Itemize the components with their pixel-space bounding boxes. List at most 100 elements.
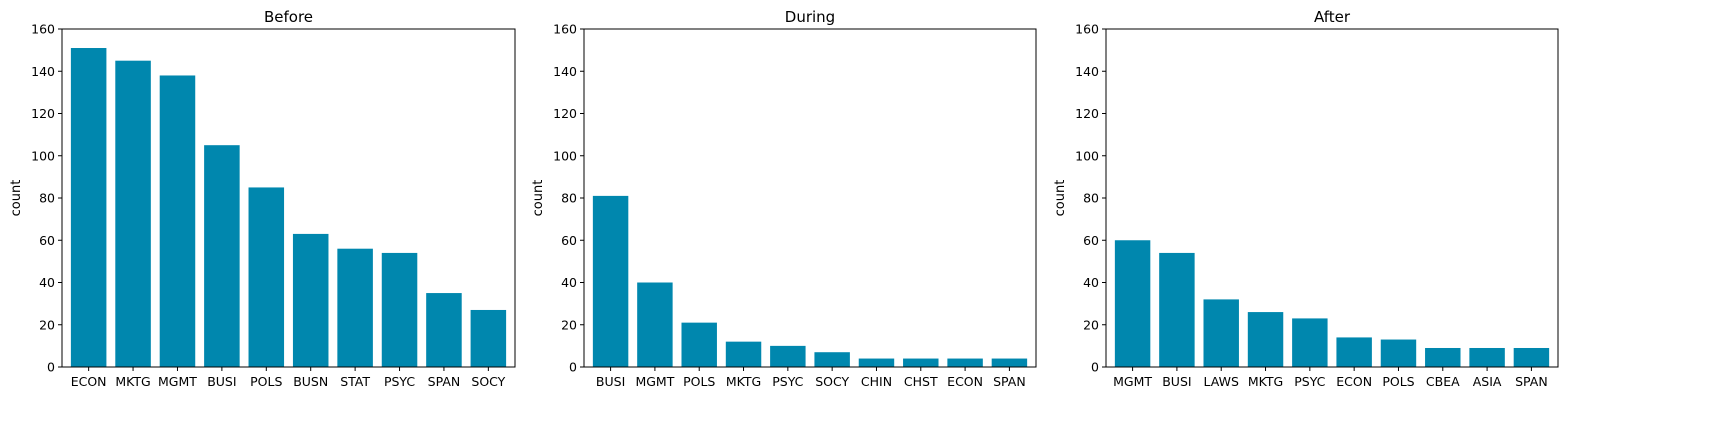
x-tick-label: ECON: [1336, 374, 1372, 389]
x-tick-label: MKTG: [1248, 374, 1283, 389]
y-tick-label: 120: [553, 106, 577, 121]
y-tick-label: 20: [39, 317, 55, 332]
x-tick-label: SPAN: [428, 374, 461, 389]
x-tick-label: POLS: [683, 374, 715, 389]
y-tick-label: 0: [47, 360, 55, 375]
x-tick-label: PSYC: [384, 374, 415, 389]
y-tick-label: 60: [39, 233, 55, 248]
x-tick-label: ECON: [71, 374, 107, 389]
bar-pols: [681, 322, 717, 367]
bar-psyc: [1292, 318, 1328, 367]
bars-group: [1114, 240, 1550, 367]
y-tick-label: 140: [31, 64, 55, 79]
bar-mktg: [1247, 312, 1284, 367]
y-tick-label: 120: [1075, 106, 1099, 121]
y-tick-label: 80: [39, 191, 55, 206]
chart-title: During: [785, 8, 835, 26]
y-tick-label: 120: [31, 106, 55, 121]
y-tick-label: 40: [561, 275, 577, 290]
x-tick-label: CBEA: [1426, 374, 1460, 389]
x-tick-label: SPAN: [1515, 374, 1548, 389]
chart-title: After: [1314, 8, 1351, 26]
x-tick-label: POLS: [250, 374, 282, 389]
x-tick-label: MGMT: [158, 374, 197, 389]
bar-socy: [814, 352, 850, 367]
y-axis-label: count: [1053, 180, 1068, 217]
bar-pols: [248, 187, 285, 367]
x-tick-label: MKTG: [726, 374, 761, 389]
bars-group: [70, 48, 507, 367]
chart-title: Before: [264, 8, 313, 26]
x-tick-label: PSYC: [772, 374, 803, 389]
x-tick-label: ASIA: [1473, 374, 1502, 389]
x-tick-label: MGMT: [635, 374, 674, 389]
x-tick-label: SOCY: [471, 374, 505, 389]
bar-chst: [903, 358, 939, 367]
y-tick-label: 100: [31, 148, 55, 163]
y-tick-label: 20: [561, 317, 577, 332]
x-tick-label: MKTG: [115, 374, 150, 389]
y-tick-label: 140: [553, 64, 577, 79]
y-tick-label: 0: [1091, 360, 1099, 375]
panel-before: Before count 0 20 40 60 80 100 120 140 160 ECON M…: [9, 8, 516, 389]
bar-econ: [1336, 337, 1372, 367]
x-tick-label: POLS: [1382, 374, 1414, 389]
panel-during: During count 0 20 40 60 80 100 120 140 160 BUSI M…: [531, 8, 1037, 389]
y-axis-label: count: [531, 180, 546, 217]
bar-mgmt: [1114, 240, 1151, 367]
y-tick-label: 80: [561, 191, 577, 206]
y-tick-label: 160: [1075, 22, 1099, 37]
y-tick-label: 40: [1083, 275, 1099, 290]
y-tick-label: 160: [31, 22, 55, 37]
y-tick-label: 100: [1075, 148, 1099, 163]
y-ticks: 0 20 40 60 80 100 120 140 160: [31, 22, 62, 375]
y-ticks: 0 20 40 60 80 100 120 140 160: [1075, 22, 1106, 375]
x-ticks: MGMT BUSI LAWS MKTG PSYC ECON POLS CBEA ASIA SPAN: [1113, 367, 1548, 389]
y-tick-label: 80: [1083, 191, 1099, 206]
bar-econ: [70, 48, 107, 367]
bar-cbea: [1425, 347, 1461, 367]
y-tick-label: 100: [553, 148, 577, 163]
x-ticks: ECON MKTG MGMT BUSI POLS BUSN STAT PSYC SPAN SOCY: [71, 367, 506, 389]
bar-chin: [858, 358, 895, 367]
x-tick-label: BUSN: [293, 374, 328, 389]
bar-psyc: [770, 345, 806, 367]
bar-span: [991, 358, 1028, 367]
bar-mktg: [115, 60, 151, 367]
bar-laws: [1203, 299, 1239, 367]
bar-pols: [1380, 339, 1417, 367]
y-tick-label: 20: [1083, 317, 1099, 332]
bar-busi: [1159, 252, 1195, 367]
x-tick-label: ECON: [947, 374, 983, 389]
y-tick-label: 60: [1083, 233, 1099, 248]
x-tick-label: CHIN: [861, 374, 892, 389]
x-tick-label: SOCY: [815, 374, 849, 389]
y-tick-label: 60: [561, 233, 577, 248]
bar-span: [1513, 347, 1550, 367]
bar-asia: [1469, 347, 1505, 367]
x-tick-label: LAWS: [1204, 374, 1239, 389]
x-tick-label: BUSI: [596, 374, 625, 389]
x-ticks: BUSI MGMT POLS MKTG PSYC SOCY CHIN CHST ECON SPAN: [596, 367, 1026, 389]
y-axis-label: count: [9, 180, 24, 217]
y-tick-label: 40: [39, 275, 55, 290]
bars-group: [592, 195, 1028, 367]
x-tick-label: SPAN: [993, 374, 1026, 389]
x-tick-label: CHST: [904, 374, 938, 389]
x-tick-label: STAT: [340, 374, 370, 389]
bar-psyc: [381, 252, 418, 367]
bar-busi: [592, 195, 629, 367]
panel-after: After count 0 20 40 60 80 100 120 140 160 MGMT BU…: [1053, 8, 1559, 389]
y-tick-label: 0: [569, 360, 577, 375]
y-tick-label: 140: [1075, 64, 1099, 79]
bar-socy: [470, 309, 507, 367]
x-tick-label: BUSI: [1162, 374, 1191, 389]
x-tick-label: BUSI: [207, 374, 236, 389]
y-tick-label: 160: [553, 22, 577, 37]
bar-stat: [337, 248, 373, 367]
bar-econ: [947, 358, 983, 367]
bar-mgmt: [159, 75, 196, 367]
x-tick-label: MGMT: [1113, 374, 1152, 389]
bar-mgmt: [637, 282, 673, 367]
